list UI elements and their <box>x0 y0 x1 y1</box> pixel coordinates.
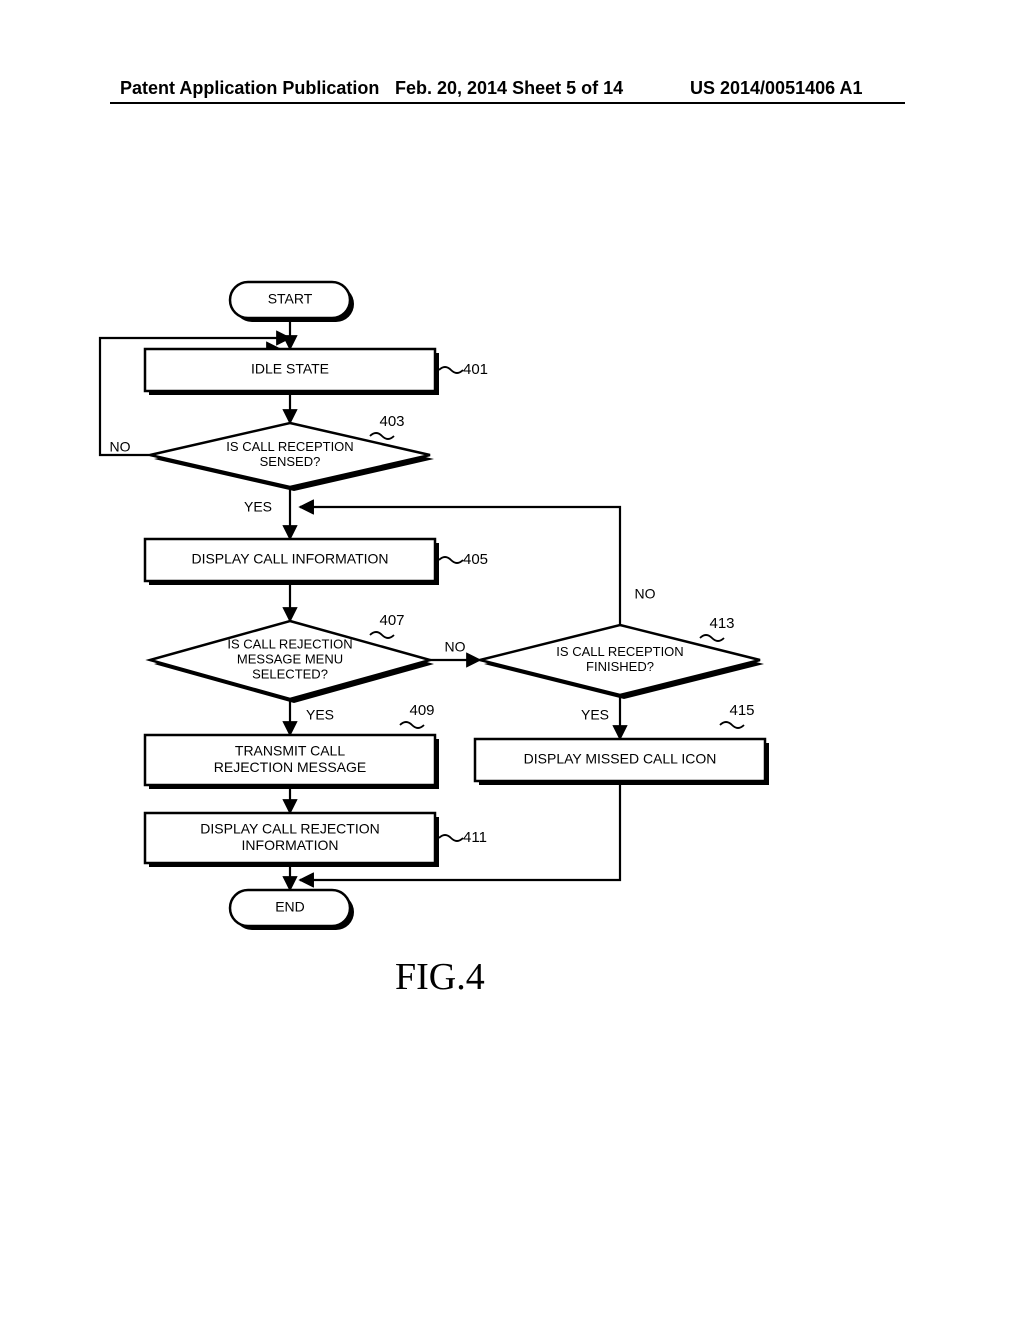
svg-text:411: 411 <box>463 829 487 846</box>
flowchart-svg: STARTIDLE STATEIS CALL RECEPTIONSENSED?D… <box>0 0 1024 1320</box>
svg-text:SELECTED?: SELECTED? <box>252 666 328 681</box>
svg-text:REJECTION MESSAGE: REJECTION MESSAGE <box>214 759 366 775</box>
svg-text:START: START <box>268 291 313 307</box>
svg-text:DISPLAY CALL REJECTION: DISPLAY CALL REJECTION <box>200 821 379 837</box>
svg-text:403: 403 <box>379 413 404 430</box>
svg-text:YES: YES <box>306 707 334 723</box>
svg-text:TRANSMIT CALL: TRANSMIT CALL <box>235 743 345 759</box>
svg-text:413: 413 <box>709 615 734 632</box>
svg-text:405: 405 <box>463 551 488 568</box>
svg-text:415: 415 <box>729 702 754 719</box>
svg-text:FINISHED?: FINISHED? <box>586 659 654 674</box>
svg-text:407: 407 <box>379 612 404 629</box>
svg-text:YES: YES <box>581 707 609 723</box>
svg-text:DISPLAY MISSED CALL ICON: DISPLAY MISSED CALL ICON <box>524 751 717 767</box>
svg-text:YES: YES <box>244 499 272 515</box>
svg-text:SENSED?: SENSED? <box>260 454 321 469</box>
svg-text:END: END <box>275 899 305 915</box>
svg-text:INFORMATION: INFORMATION <box>242 837 339 853</box>
svg-text:NO: NO <box>635 586 656 602</box>
svg-text:NO: NO <box>445 639 466 655</box>
svg-text:409: 409 <box>409 702 434 719</box>
svg-text:IS CALL REJECTION: IS CALL REJECTION <box>227 636 352 651</box>
svg-text:IS CALL RECEPTION: IS CALL RECEPTION <box>226 439 353 454</box>
svg-text:IDLE STATE: IDLE STATE <box>251 361 329 377</box>
svg-text:IS CALL RECEPTION: IS CALL RECEPTION <box>556 644 683 659</box>
figure-caption: FIG.4 <box>395 955 485 999</box>
svg-text:MESSAGE MENU: MESSAGE MENU <box>237 651 343 666</box>
svg-text:DISPLAY CALL INFORMATION: DISPLAY CALL INFORMATION <box>191 551 388 567</box>
svg-text:401: 401 <box>463 361 488 378</box>
svg-text:NO: NO <box>110 439 131 455</box>
page: Patent Application Publication Feb. 20, … <box>0 0 1024 1320</box>
